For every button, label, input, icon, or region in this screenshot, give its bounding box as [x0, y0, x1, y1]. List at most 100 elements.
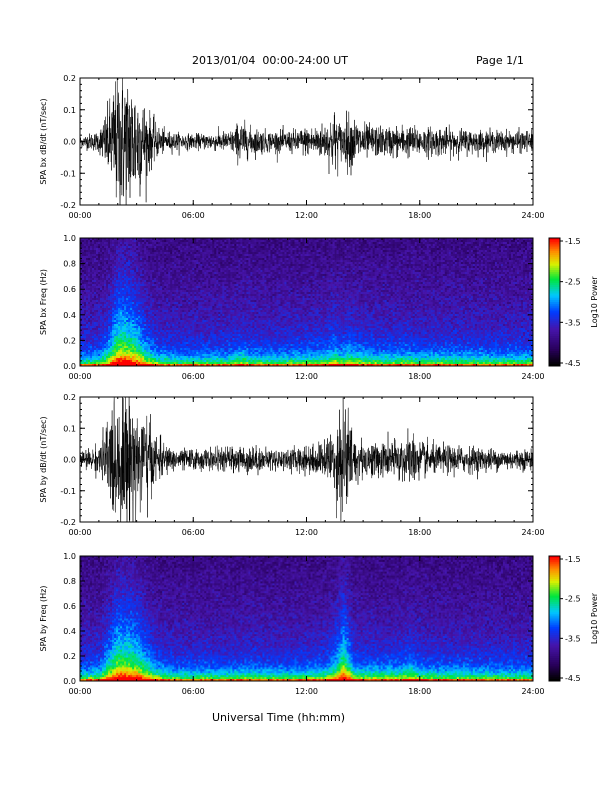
heatmap-cell [202, 286, 205, 289]
heatmap-cell [218, 274, 221, 277]
heatmap-cell [86, 252, 89, 255]
heatmap-cell [128, 306, 131, 309]
heatmap-cell [116, 252, 119, 255]
heatmap-cell [214, 288, 217, 291]
heatmap-cell [166, 358, 169, 361]
heatmap-cell [192, 244, 195, 247]
heatmap-cell [82, 276, 85, 279]
heatmap-cell [164, 290, 167, 293]
heatmap-cell [230, 298, 233, 301]
heatmap-cell [206, 240, 209, 243]
heatmap-cell [228, 322, 231, 325]
heatmap-cell [144, 336, 147, 339]
heatmap-cell [210, 284, 213, 287]
heatmap-cell [190, 276, 193, 279]
heatmap-cell [168, 244, 171, 247]
heatmap-cell [186, 284, 189, 287]
heatmap-cell [146, 242, 149, 245]
heatmap-cell [144, 326, 147, 329]
heatmap-cell [112, 260, 115, 263]
heatmap-cell [162, 254, 165, 257]
heatmap-cell [130, 274, 133, 277]
heatmap-cell [108, 308, 111, 311]
heatmap-cell [180, 248, 183, 251]
heatmap-cell [138, 364, 141, 367]
heatmap-cell [220, 338, 223, 341]
heatmap-cell [204, 360, 207, 363]
heatmap-cell [206, 300, 209, 303]
heatmap-cell [88, 312, 91, 315]
heatmap-cell [180, 328, 183, 331]
heatmap-cell [168, 330, 171, 333]
heatmap-cell [202, 326, 205, 329]
heatmap-cell [158, 278, 161, 281]
heatmap-cell [120, 340, 123, 343]
heatmap-cell [170, 298, 173, 301]
heatmap-cell [154, 244, 157, 247]
heatmap-cell [92, 260, 95, 263]
heatmap-cell [206, 270, 209, 273]
heatmap-cell [208, 326, 211, 329]
heatmap-cell [110, 318, 113, 321]
heatmap-cell [206, 252, 209, 255]
heatmap-cell [96, 330, 99, 333]
heatmap-cell [158, 240, 161, 243]
heatmap-cell [92, 276, 95, 279]
heatmap-cell [166, 312, 169, 315]
heatmap-cell [144, 314, 147, 317]
heatmap-cell [108, 330, 111, 333]
heatmap-cell [214, 316, 217, 319]
heatmap-cell [188, 344, 191, 347]
heatmap-cell [130, 284, 133, 287]
heatmap-cell [218, 360, 221, 363]
heatmap-cell [214, 346, 217, 349]
heatmap-cell [104, 340, 107, 343]
heatmap-cell [110, 336, 113, 339]
heatmap-cell [126, 334, 129, 337]
heatmap-cell [110, 258, 113, 261]
heatmap-cell [208, 304, 211, 307]
heatmap-cell [82, 284, 85, 287]
heatmap-cell [162, 246, 165, 249]
heatmap-cell [100, 300, 103, 303]
heatmap-cell [164, 362, 167, 365]
heatmap-cell [112, 238, 115, 241]
heatmap-cell [116, 246, 119, 249]
heatmap-cell [132, 254, 135, 257]
heatmap-cell [222, 272, 225, 275]
heatmap-cell [150, 324, 153, 327]
heatmap-cell [216, 260, 219, 263]
heatmap-cell [184, 348, 187, 351]
heatmap-cell [212, 358, 215, 361]
heatmap-cell [114, 264, 117, 267]
heatmap-cell [150, 344, 153, 347]
heatmap-cell [204, 330, 207, 333]
heatmap-cell [226, 286, 229, 289]
heatmap-cell [208, 336, 211, 339]
heatmap-cell [182, 302, 185, 305]
heatmap-cell [222, 276, 225, 279]
heatmap-cell [174, 258, 177, 261]
heatmap-cell [204, 298, 207, 301]
heatmap-cell [164, 358, 167, 361]
heatmap-cell [80, 310, 83, 313]
heatmap-cell [212, 276, 215, 279]
heatmap-cell [132, 354, 135, 357]
heatmap-cell [172, 360, 175, 363]
heatmap-cell [174, 244, 177, 247]
heatmap-cell [186, 330, 189, 333]
heatmap-cell [122, 314, 125, 317]
heatmap-cell [200, 278, 203, 281]
heatmap-cell [170, 270, 173, 273]
heatmap-cell [230, 286, 233, 289]
heatmap-cell [138, 240, 141, 243]
heatmap-cell [116, 284, 119, 287]
heatmap-cell [100, 260, 103, 263]
heatmap-cell [106, 266, 109, 269]
heatmap-cell [166, 254, 169, 257]
heatmap-cell [122, 322, 125, 325]
heatmap-cell [90, 308, 93, 311]
heatmap-cell [108, 358, 111, 361]
heatmap-cell [102, 238, 105, 241]
heatmap-cell [132, 308, 135, 311]
